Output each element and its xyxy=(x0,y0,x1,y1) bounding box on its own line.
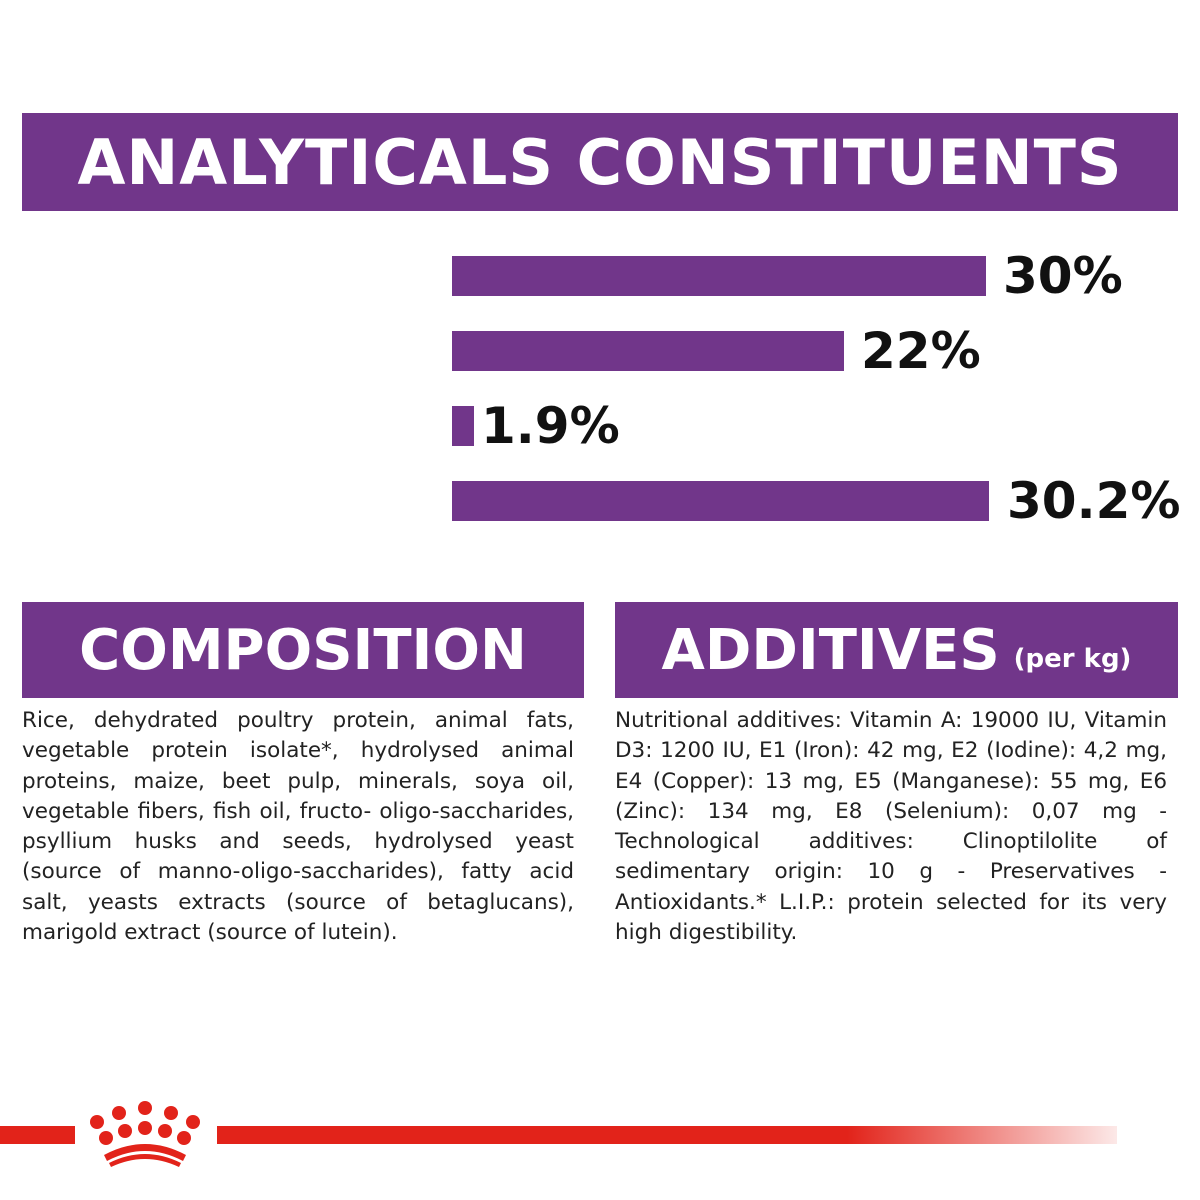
bar xyxy=(452,481,989,521)
composition-title: COMPOSITION xyxy=(79,617,527,683)
additives-title: ADDITIVES xyxy=(661,617,1000,683)
additives-banner: ADDITIVES (per kg) xyxy=(615,602,1178,698)
additives-subtitle: (per kg) xyxy=(1013,644,1132,674)
footer-red-line-left xyxy=(0,1126,75,1144)
composition-banner: COMPOSITION xyxy=(22,602,584,698)
bar xyxy=(452,256,986,296)
bar xyxy=(452,406,474,446)
bar-value: 22% xyxy=(861,322,981,380)
bar-value: 1.9% xyxy=(481,397,620,455)
composition-text: Rice, dehydrated poultry protein, animal… xyxy=(22,708,574,946)
bar-value: 30% xyxy=(1003,247,1123,305)
analyticals-banner: ANALYTICALS CONSTITUENTS xyxy=(22,113,1178,211)
page-title: ANALYTICALS CONSTITUENTS xyxy=(77,125,1123,199)
bar-value: 30.2% xyxy=(1007,472,1181,530)
royal-canin-crown-icon xyxy=(90,1101,200,1167)
bar xyxy=(452,331,844,371)
additives-text: Nutritional additives: Vitamin A: 19000 … xyxy=(615,708,1167,946)
footer-red-line-right xyxy=(217,1126,1117,1144)
